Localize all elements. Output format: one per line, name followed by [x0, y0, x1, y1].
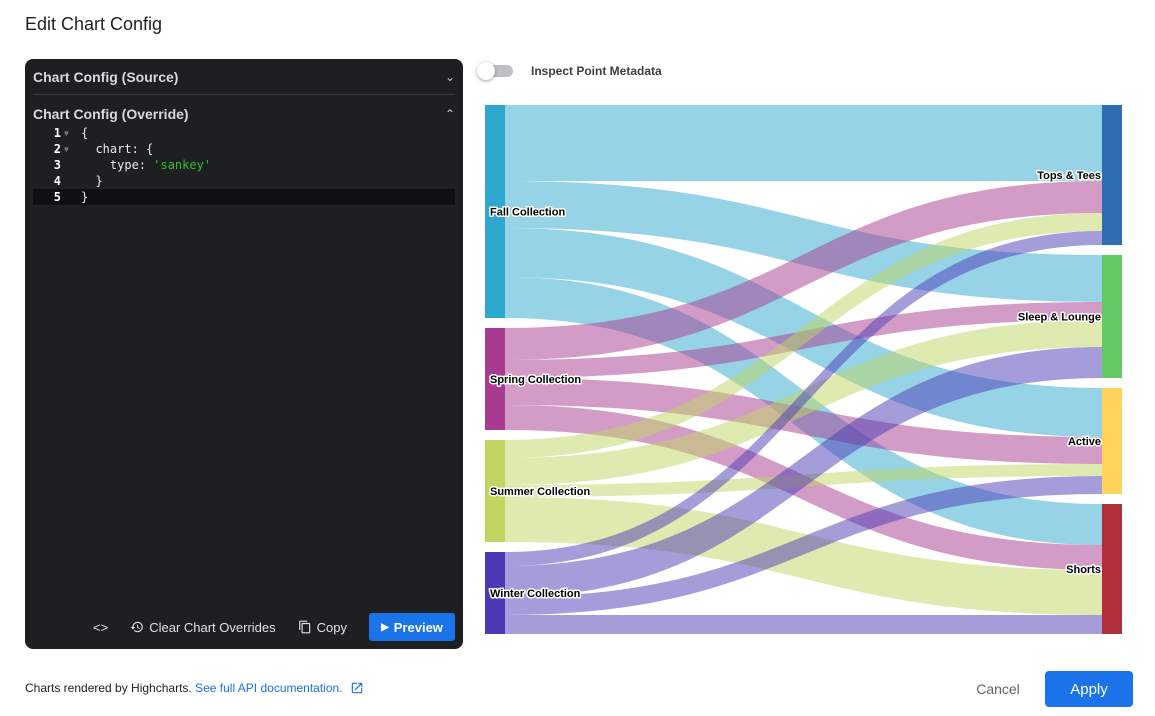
code-text: chart: {	[81, 142, 154, 156]
apply-button[interactable]: Apply	[1045, 671, 1133, 707]
code-string: 'sankey'	[153, 158, 212, 172]
code-text: type:	[81, 158, 154, 172]
footer-text: Charts rendered by Highcharts.	[25, 681, 192, 695]
code-line[interactable]: 4 }	[33, 173, 455, 189]
code-line[interactable]: 1 ▼ {	[33, 125, 455, 141]
sankey-node[interactable]	[1102, 504, 1122, 634]
chevron-up-icon[interactable]: ⌃	[444, 107, 455, 121]
sankey-link[interactable]	[505, 231, 1102, 566]
override-section-label: Chart Config (Override)	[33, 106, 189, 122]
preview-button[interactable]: ▶ Preview	[369, 613, 455, 641]
clear-overrides-label: Clear Chart Overrides	[149, 619, 276, 635]
copy-icon	[298, 620, 310, 634]
sankey-link[interactable]	[505, 181, 1102, 360]
sankey-node[interactable]	[1102, 388, 1122, 494]
line-number: 4	[53, 174, 61, 188]
toggle-knob	[477, 62, 495, 80]
sankey-node-label: Tops & Tees	[1037, 170, 1101, 182]
source-section-header[interactable]: Chart Config (Source) ⌄	[33, 59, 455, 95]
fold-arrow-icon[interactable]: ▼	[64, 144, 69, 154]
code-text: }	[81, 174, 103, 188]
dialog-title: Edit Chart Config	[25, 14, 163, 34]
sankey-node-label: Spring Collection	[490, 374, 581, 386]
code-line[interactable]: 5}	[33, 189, 455, 205]
source-section-label: Chart Config (Source)	[33, 68, 179, 85]
clear-overrides-button[interactable]: Clear Chart Overrides	[130, 619, 276, 635]
sankey-link[interactable]	[505, 476, 1102, 615]
editor-toolbar: <> Clear Chart Overrides Copy ▶ Preview	[71, 613, 455, 641]
sankey-node-label: Shorts	[1066, 564, 1101, 576]
sankey-node-label: Summer Collection	[490, 486, 591, 498]
code-editor[interactable]: 1 ▼{2 ▼ chart: {3 type: 'sankey' 4 } 5}	[33, 125, 455, 205]
open-in-new-icon[interactable]	[350, 681, 364, 695]
play-icon: ▶	[381, 621, 389, 633]
sankey-node[interactable]	[485, 328, 505, 430]
line-number: 1	[53, 126, 61, 140]
code-icon: <>	[93, 619, 109, 635]
override-section-header[interactable]: Chart Config (Override) ⌃	[33, 96, 455, 132]
history-icon	[130, 621, 144, 633]
copy-label: Copy	[316, 619, 347, 635]
inspect-metadata-toggle[interactable]	[477, 62, 513, 80]
sankey-link[interactable]	[505, 105, 1102, 181]
api-docs-link[interactable]: See full API documentation.	[195, 681, 343, 695]
preview-label: Preview	[393, 619, 443, 635]
copy-button[interactable]: Copy	[298, 620, 347, 635]
code-line[interactable]: 2 ▼ chart: {	[33, 141, 455, 157]
sankey-node-label: Sleep & Lounge	[1018, 312, 1101, 324]
inspect-metadata-label: Inspect Point Metadata	[531, 64, 662, 78]
sankey-link[interactable]	[505, 615, 1102, 634]
code-text: {	[81, 126, 89, 140]
code-text: }	[81, 190, 89, 204]
chevron-down-icon[interactable]: ⌄	[444, 69, 455, 84]
footer-note: Charts rendered by Highcharts. See full …	[25, 681, 364, 695]
sankey-node[interactable]	[1102, 105, 1122, 245]
sankey-node-label: Active	[1068, 436, 1101, 448]
sankey-node[interactable]	[1102, 255, 1122, 378]
line-number: 5	[53, 190, 61, 204]
cancel-button[interactable]: Cancel	[976, 681, 1020, 697]
sankey-node-label: Winter Collection	[490, 588, 581, 600]
line-number: 2	[53, 142, 61, 156]
sankey-link[interactable]	[505, 213, 1102, 458]
sankey-link[interactable]	[505, 378, 1102, 464]
line-number: 3	[53, 158, 61, 172]
sankey-node[interactable]	[485, 552, 505, 634]
sankey-node[interactable]	[485, 105, 505, 318]
sankey-node[interactable]	[485, 440, 505, 542]
fold-arrow-icon[interactable]: ▼	[64, 128, 69, 138]
code-format-button[interactable]: <>	[93, 620, 108, 635]
sankey-link[interactable]	[505, 347, 1102, 597]
chart-config-editor: Chart Config (Source) ⌄ Chart Config (Ov…	[25, 59, 463, 649]
sankey-node-label: Fall Collection	[490, 207, 565, 219]
code-line[interactable]: 3 type: 'sankey'	[33, 157, 455, 173]
